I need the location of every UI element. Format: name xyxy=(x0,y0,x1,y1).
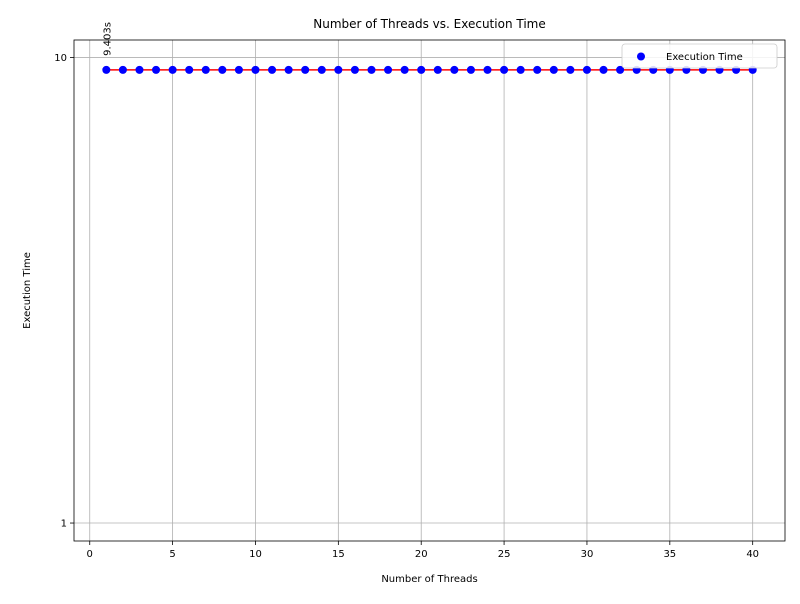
data-point xyxy=(433,65,442,74)
y-tick-label: 10 xyxy=(54,53,67,64)
data-point xyxy=(201,65,210,74)
x-tick-label: 20 xyxy=(415,549,428,560)
data-point xyxy=(334,65,343,74)
data-point xyxy=(152,65,161,74)
data-point xyxy=(466,65,475,74)
chart-title: Number of Threads vs. Execution Time xyxy=(313,17,545,31)
data-point xyxy=(317,65,326,74)
data-point xyxy=(168,65,177,74)
data-point xyxy=(218,65,227,74)
data-point xyxy=(118,65,127,74)
legend-label: Execution Time xyxy=(666,52,743,63)
data-point xyxy=(483,65,492,74)
data-point xyxy=(102,65,111,74)
data-point xyxy=(234,65,243,74)
data-point xyxy=(417,65,426,74)
data-point xyxy=(367,65,376,74)
y-tick-label: 1 xyxy=(61,519,67,530)
data-point xyxy=(549,65,558,74)
point-annotation: 9.403s xyxy=(102,22,113,56)
data-point xyxy=(533,65,542,74)
data-point xyxy=(301,65,310,74)
x-tick-label: 15 xyxy=(332,549,345,560)
data-point xyxy=(185,65,194,74)
y-axis-label: Execution Time xyxy=(22,252,33,329)
plot-frame xyxy=(73,39,786,542)
data-point xyxy=(284,65,293,74)
data-point xyxy=(582,65,591,74)
x-tick-label: 10 xyxy=(249,549,262,560)
data-point xyxy=(350,65,359,74)
data-point xyxy=(450,65,459,74)
data-point xyxy=(251,65,260,74)
data-point xyxy=(599,65,608,74)
legend-marker xyxy=(637,52,645,61)
data-point xyxy=(135,65,144,74)
data-point xyxy=(500,65,509,74)
x-tick-label: 5 xyxy=(169,549,175,560)
x-axis-label: Number of Threads xyxy=(381,574,477,585)
legend-box xyxy=(621,43,778,69)
x-tick-label: 40 xyxy=(746,549,759,560)
data-point xyxy=(516,65,525,74)
x-tick-label: 0 xyxy=(87,549,93,560)
data-point xyxy=(400,65,409,74)
x-tick-label: 25 xyxy=(498,549,511,560)
x-tick-label: 30 xyxy=(581,549,594,560)
x-tick-label: 35 xyxy=(663,549,676,560)
data-point xyxy=(384,65,393,74)
data-point xyxy=(268,65,277,74)
data-point xyxy=(566,65,575,74)
data-point xyxy=(616,65,625,74)
